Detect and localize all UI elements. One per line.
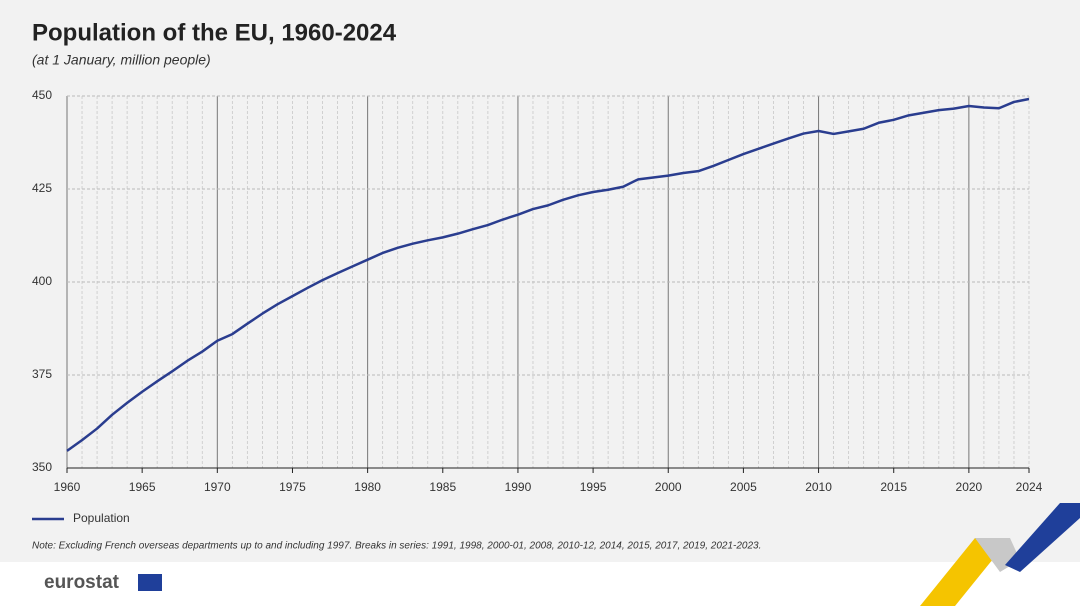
x-tick-label: 2010 [805, 480, 832, 494]
decoration [1005, 503, 1080, 572]
y-tick-label: 425 [32, 181, 52, 195]
x-tick-label: 2005 [730, 480, 757, 494]
x-tick-label: 1970 [204, 480, 231, 494]
y-tick-label: 400 [32, 274, 52, 288]
x-tick-label: 2000 [655, 480, 682, 494]
y-tick-label: 450 [32, 88, 52, 102]
footer-band [0, 562, 1080, 606]
eu-flag [138, 574, 162, 591]
x-tick-label: 2015 [880, 480, 907, 494]
data-line [66, 97, 1030, 452]
chart-subtitle: (at 1 January, million people) [32, 52, 211, 68]
x-tick-label: 1995 [580, 480, 607, 494]
x-tick-label: 1975 [279, 480, 306, 494]
y-tick-label: 375 [32, 367, 52, 381]
y-tick-label: 350 [32, 460, 52, 474]
x-tick-label: 2020 [956, 480, 983, 494]
note: Note: Excluding French overseas departme… [32, 541, 761, 552]
x-tick-label: 2024 [1016, 480, 1043, 494]
legend-label: Population [73, 511, 130, 525]
logo-text: eurostat [44, 572, 120, 593]
x-tick-label: 1985 [429, 480, 456, 494]
x-tick-label: 1965 [129, 480, 156, 494]
x-tick-label: 1960 [54, 480, 81, 494]
chart-title: Population of the EU, 1960-2024 [32, 19, 397, 46]
x-tick-label: 1980 [354, 480, 381, 494]
logo: eurostat [44, 572, 162, 593]
x-tick-label: 1990 [505, 480, 532, 494]
